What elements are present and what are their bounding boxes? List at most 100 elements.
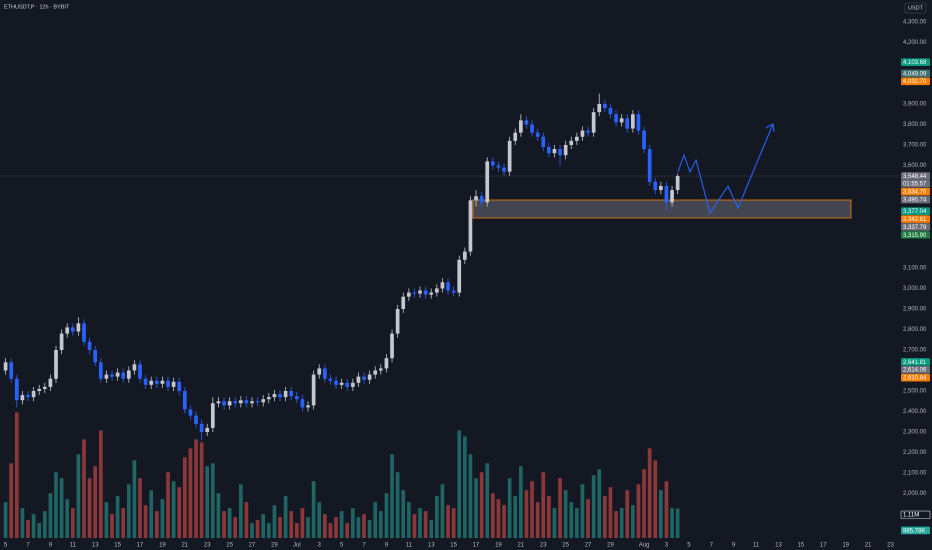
y-tick-label: 3,100.00: [903, 266, 927, 272]
candle-body: [390, 333, 394, 359]
volume-bar: [121, 508, 126, 538]
volume-bar: [597, 469, 602, 538]
volume-bar: [300, 508, 305, 538]
volume-bar: [104, 502, 109, 538]
axis-price-text: 3,377.04: [903, 209, 927, 215]
currency-label[interactable]: USDT: [908, 6, 924, 12]
volume-bar: [642, 469, 646, 538]
volume-bar: [289, 511, 294, 538]
x-tick-label: 11: [70, 543, 77, 549]
x-tick-label: 19: [842, 543, 849, 549]
axis-price-text: 3,337.79: [903, 225, 927, 231]
volume-bar: [373, 502, 378, 538]
x-tick-label: 13: [775, 543, 782, 549]
candle-body: [530, 124, 534, 133]
volume-bar: [474, 478, 478, 538]
volume-bar: [205, 466, 210, 538]
volume-bar: [451, 508, 456, 538]
volume-bar: [48, 493, 53, 538]
volume-bar: [14, 412, 19, 538]
candle-body: [54, 349, 58, 379]
x-tick-label: 27: [249, 543, 256, 549]
candle-body: [266, 397, 271, 400]
axis-price-text: 3,342.61: [903, 217, 927, 223]
volume-bar: [401, 490, 406, 538]
x-tick-label: 23: [204, 543, 211, 549]
volume-bar: [496, 499, 501, 538]
currency-box[interactable]: [904, 2, 927, 14]
volume-bar: [283, 496, 288, 538]
volume-bar: [20, 508, 25, 538]
axis-price-tag: [901, 69, 930, 78]
volume-bar: [182, 457, 187, 538]
volume-bar: [502, 505, 506, 538]
candle-body: [199, 423, 204, 432]
candle-body: [294, 396, 299, 400]
y-tick-label: 2,400.00: [903, 409, 927, 415]
volume-bar: [9, 463, 14, 538]
volume-bar: [440, 484, 445, 538]
candle-body: [547, 147, 551, 154]
candle-body: [350, 382, 355, 387]
volume-bar: [244, 502, 249, 538]
volume-bar: [126, 484, 131, 538]
candle-body: [642, 130, 646, 150]
candle-body: [406, 292, 411, 297]
volume-bar: [294, 523, 299, 538]
x-tick-label: 9: [732, 543, 736, 549]
volume-bar: [429, 520, 434, 538]
x-tick-label: 13: [428, 543, 435, 549]
volume-bar: [631, 505, 635, 538]
candle-body: [104, 374, 109, 379]
candle-body: [418, 290, 422, 294]
y-tick-label: 3,800.00: [903, 122, 927, 128]
candle-body: [659, 185, 663, 191]
volume-bar: [457, 430, 462, 538]
candle-body: [20, 395, 25, 401]
volume-bar: [261, 514, 266, 538]
volume-bar: [462, 436, 467, 538]
x-tick-label: 15: [114, 543, 121, 549]
candle-body: [177, 381, 182, 391]
candle-body: [625, 118, 630, 129]
volume-bar: [334, 517, 338, 538]
candle-body: [93, 349, 98, 363]
candle-body: [48, 378, 53, 387]
candle-body: [87, 341, 92, 350]
x-tick-label: 7: [362, 543, 366, 549]
volume-bar: [166, 472, 170, 538]
volume-bar: [541, 472, 546, 538]
volume-bar: [65, 499, 70, 538]
candle-body: [507, 140, 512, 172]
candle-body: [395, 308, 400, 334]
y-tick-label: 2,700.00: [903, 348, 927, 354]
candle-body: [322, 368, 327, 379]
candle-body: [434, 288, 439, 293]
volume-bar: [238, 484, 243, 538]
volume-bar: [524, 490, 529, 538]
x-tick-label: 19: [495, 543, 502, 549]
candle-body: [401, 296, 406, 309]
candle-body: [216, 401, 221, 404]
candle-body: [552, 149, 557, 154]
candle-body: [496, 165, 501, 168]
y-tick-label: 3,000.00: [903, 286, 927, 292]
volume-bar: [468, 454, 473, 538]
volume-bar: [345, 523, 350, 538]
x-tick-label: 19: [159, 543, 166, 549]
x-tick-label: 3: [318, 543, 322, 549]
candle-body: [138, 364, 142, 379]
x-tick-label: 17: [820, 543, 827, 549]
x-tick-label: 15: [450, 543, 457, 549]
candle-body: [306, 405, 310, 408]
axis-price-text: 4,049.09: [903, 71, 927, 77]
candle-body: [37, 388, 42, 391]
candle-body: [328, 378, 333, 381]
candle-body: [664, 185, 669, 203]
candle-body: [210, 403, 215, 428]
candle-body: [675, 176, 680, 191]
volume-bar: [59, 478, 64, 538]
volume-bar: [3, 502, 8, 538]
projection-arrowhead: [765, 123, 775, 133]
candle-body: [541, 136, 546, 148]
